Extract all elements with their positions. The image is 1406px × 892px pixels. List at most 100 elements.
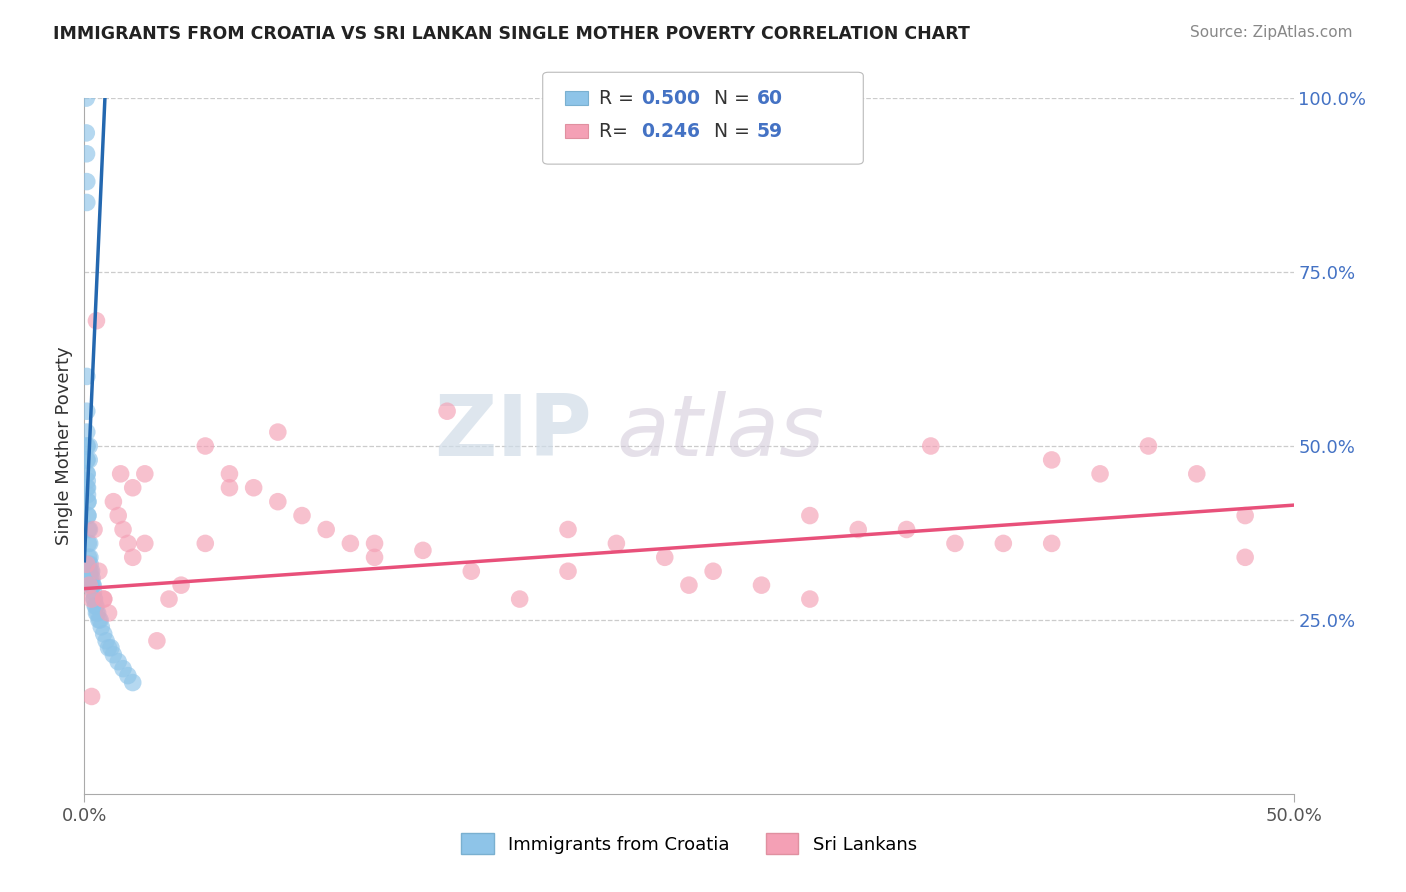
Point (76, 481, 98, 495)
Point (80, 690, 103, 704)
Point (460, 564, 482, 578)
Point (75, 126, 97, 140)
Point (363, 550, 385, 565)
Point (121, 550, 143, 565)
Point (87, 613, 110, 627)
Point (412, 543, 434, 558)
Point (339, 536, 361, 550)
Point (117, 668, 139, 682)
Y-axis label: Single Mother Poverty: Single Mother Poverty (55, 347, 73, 545)
Point (76, 369, 98, 384)
Point (79, 558, 101, 572)
Point (121, 675, 143, 690)
Point (557, 564, 579, 578)
Point (80, 578, 103, 592)
Point (76, 439, 98, 453)
Point (146, 633, 169, 648)
Text: 0.500: 0.500 (641, 88, 700, 108)
Text: 0.246: 0.246 (641, 121, 700, 141)
Point (94, 633, 117, 648)
Point (76, 508, 98, 523)
Point (76, 467, 98, 481)
Point (77, 536, 100, 550)
Point (509, 592, 531, 607)
Point (76, 453, 98, 467)
Point (557, 523, 579, 537)
Point (97, 640, 120, 655)
Point (1040, 453, 1063, 467)
Point (86, 606, 108, 620)
Point (82, 578, 104, 592)
Point (117, 536, 139, 550)
Point (80, 564, 103, 578)
Point (291, 508, 314, 523)
Text: N =: N = (714, 121, 756, 141)
Point (1137, 439, 1160, 453)
Point (80, 592, 103, 607)
Point (363, 536, 385, 550)
Point (267, 425, 290, 439)
Point (77, 494, 100, 508)
Text: atlas: atlas (616, 391, 824, 474)
Point (799, 592, 821, 607)
Point (799, 508, 821, 523)
Text: 59: 59 (756, 121, 783, 141)
Point (86, 606, 108, 620)
Point (654, 550, 676, 565)
Text: IMMIGRANTS FROM CROATIA VS SRI LANKAN SINGLE MOTHER POVERTY CORRELATION CHART: IMMIGRANTS FROM CROATIA VS SRI LANKAN SI… (53, 25, 970, 43)
Point (77, 508, 100, 523)
Point (920, 439, 942, 453)
Point (84, 599, 107, 613)
Text: ZIP: ZIP (434, 391, 592, 474)
Text: Source: ZipAtlas.com: Source: ZipAtlas.com (1189, 25, 1353, 40)
Point (79, 550, 101, 565)
Point (1088, 467, 1111, 481)
Point (76, 467, 98, 481)
Point (194, 439, 217, 453)
Point (90, 620, 112, 634)
Point (77, 564, 100, 578)
Point (79, 536, 101, 550)
Point (77, 558, 100, 572)
Point (76, 439, 98, 453)
Point (93, 627, 115, 641)
Point (79, 571, 101, 585)
Point (87, 564, 110, 578)
Point (76, 195, 98, 210)
Point (93, 592, 115, 607)
Point (218, 481, 240, 495)
Point (436, 404, 458, 418)
Point (77, 578, 100, 592)
Text: N =: N = (714, 88, 756, 108)
Point (82, 578, 104, 592)
Point (1234, 550, 1257, 565)
Point (77, 523, 100, 537)
Point (76, 481, 98, 495)
Point (76, 474, 98, 488)
Point (110, 467, 132, 481)
Point (76, 453, 98, 467)
Point (93, 592, 115, 607)
Point (170, 578, 193, 592)
Point (77, 453, 100, 467)
Point (943, 536, 966, 550)
Point (76, 425, 98, 439)
Point (103, 648, 125, 662)
Point (112, 662, 135, 676)
Point (896, 523, 918, 537)
Point (76, 404, 98, 418)
Point (83, 592, 105, 607)
Point (242, 481, 264, 495)
Point (83, 523, 105, 537)
Text: R=: R= (599, 121, 634, 141)
Point (103, 494, 125, 508)
Point (157, 592, 180, 607)
Point (76, 175, 98, 189)
Point (97, 606, 120, 620)
Point (77, 439, 100, 453)
Point (84, 599, 107, 613)
Point (83, 585, 105, 599)
Point (267, 494, 290, 508)
Point (605, 536, 627, 550)
Point (112, 523, 135, 537)
